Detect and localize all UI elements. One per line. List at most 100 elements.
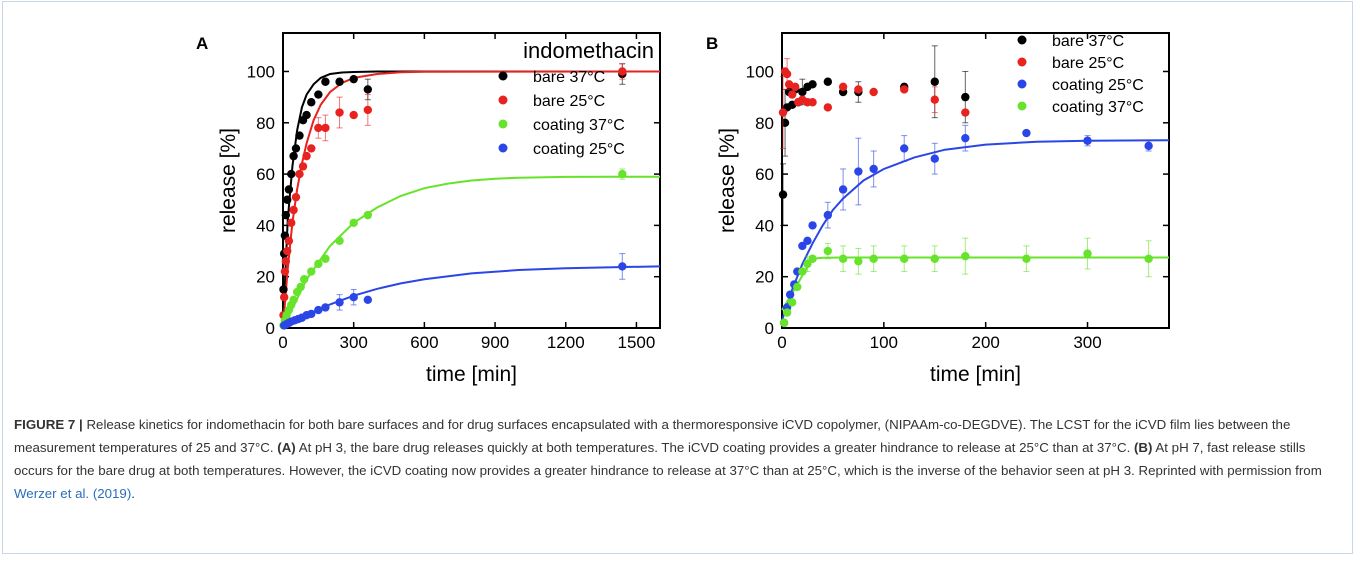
data-point	[314, 123, 323, 133]
data-point	[618, 67, 627, 76]
x-axis-label: time [min]	[930, 363, 1021, 386]
legend-marker	[498, 119, 508, 129]
data-point	[291, 192, 301, 202]
chart-title: indomethacin	[523, 38, 654, 63]
data-point	[349, 218, 358, 228]
data-point	[335, 298, 344, 307]
data-point	[1083, 136, 1092, 145]
caption-text-2: At pH 3, the bare drug releases quickly …	[295, 440, 1134, 455]
data-point	[869, 254, 878, 263]
data-point	[1144, 254, 1153, 263]
data-point	[1144, 141, 1153, 151]
caption-label: FIGURE 7 |	[14, 417, 83, 432]
data-point	[1022, 128, 1031, 138]
legend-label: bare 25°C	[1052, 55, 1124, 72]
y-tick-label: 20	[256, 268, 275, 287]
data-point	[287, 218, 296, 228]
data-point	[307, 309, 316, 319]
x-tick-label: 300	[340, 333, 368, 352]
legend-label: coating 25°C	[1052, 77, 1144, 94]
data-point	[363, 210, 373, 220]
data-point	[335, 236, 344, 245]
x-tick-label: 1200	[547, 333, 585, 352]
data-point	[363, 85, 373, 94]
x-tick-label: 0	[777, 333, 786, 352]
data-point	[321, 303, 330, 312]
x-tick-label: 600	[410, 333, 438, 352]
x-tick-label: 1500	[618, 333, 656, 352]
y-tick-label: 80	[256, 114, 275, 133]
data-point	[930, 154, 939, 163]
data-point	[314, 90, 323, 99]
legend-marker	[1017, 35, 1027, 45]
data-point	[900, 254, 909, 263]
x-tick-label: 200	[971, 333, 999, 352]
caption-text-3: At pH 7, fast release stills occurs for …	[14, 440, 1322, 478]
fit-curve	[282, 175, 660, 329]
data-point	[787, 298, 797, 307]
data-point	[618, 262, 627, 271]
plot-frame	[282, 32, 661, 329]
y-axis-label: release [%]	[217, 128, 240, 233]
data-point	[289, 151, 298, 161]
data-point	[287, 169, 296, 179]
data-point	[307, 144, 316, 153]
x-tick-label: 300	[1073, 333, 1101, 352]
data-point	[823, 103, 833, 112]
chart-panel-a: A 0 300 600 900 1200 1500 0 20 40 60 80 100 time [min…	[196, 32, 661, 386]
data-point	[961, 108, 970, 117]
data-point	[782, 69, 792, 79]
data-point	[296, 282, 305, 292]
data-point	[854, 85, 863, 94]
data-point	[778, 108, 788, 117]
data-point	[854, 257, 863, 266]
data-point	[930, 77, 939, 86]
data-point	[961, 251, 970, 261]
data-point	[298, 162, 308, 171]
data-point	[961, 92, 970, 102]
legend-marker	[1017, 57, 1027, 67]
plot-frame	[781, 32, 1170, 329]
legend-marker	[1017, 79, 1027, 89]
data-point	[930, 254, 939, 263]
data-point	[785, 290, 795, 299]
x-tick-label: 0	[278, 333, 287, 352]
fit-curve	[282, 70, 660, 329]
data-point	[961, 133, 970, 143]
data-point	[869, 87, 878, 97]
data-point	[307, 267, 316, 276]
y-tick-label: 0	[765, 319, 774, 338]
data-point	[823, 210, 833, 220]
x-tick-label: 100	[870, 333, 898, 352]
fit-curve	[781, 256, 1169, 311]
caption-citation-link[interactable]: Werzer et al. (2019)	[14, 486, 132, 501]
data-point	[838, 254, 848, 263]
data-point	[321, 254, 330, 263]
data-point	[289, 205, 298, 215]
figure-caption: FIGURE 7 | Release kinetics for indometh…	[14, 413, 1340, 505]
data-point	[302, 110, 311, 120]
data-point	[289, 295, 298, 304]
legend-label: coating 37°C	[533, 117, 625, 134]
legend-marker	[1017, 101, 1027, 111]
legend-marker	[498, 143, 508, 153]
data-point	[349, 74, 358, 84]
data-point	[300, 275, 309, 284]
data-point	[798, 87, 807, 97]
data-point	[779, 318, 789, 328]
x-tick-label: 900	[481, 333, 509, 352]
data-point	[808, 221, 817, 230]
data-point	[280, 267, 290, 276]
data-point	[854, 167, 863, 176]
data-point	[302, 151, 311, 161]
data-point	[808, 80, 817, 89]
caption-text-4: .	[131, 486, 135, 501]
data-point	[349, 110, 358, 120]
data-point	[787, 90, 797, 99]
data-point	[279, 285, 288, 294]
y-tick-label: 100	[746, 62, 774, 81]
data-point	[900, 85, 909, 94]
data-point	[793, 282, 802, 292]
